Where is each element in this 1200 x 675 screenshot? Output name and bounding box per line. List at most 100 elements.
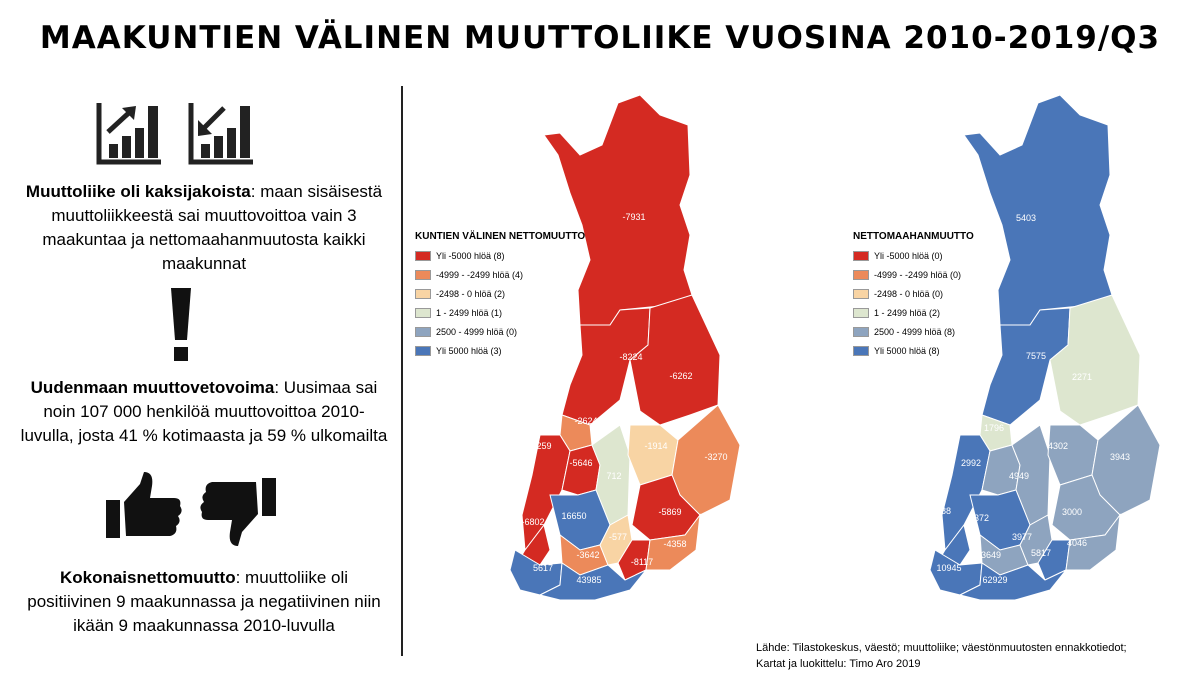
legend-label: 1 - 2499 hlöä (2) — [874, 307, 941, 318]
map-label: 4302 — [1047, 441, 1069, 451]
map-label: 10945 — [936, 563, 962, 573]
region-lappi — [963, 95, 1113, 326]
map-label: 2992 — [960, 458, 982, 468]
map-label: 4046 — [1066, 538, 1088, 548]
map-label: 1796 — [983, 423, 1005, 433]
map-label: -2624 — [574, 416, 598, 426]
legend-item: 2500 - 4999 hlöä (0) — [415, 322, 585, 341]
paragraph-uusimaa: Uudenmaan muuttovetovoima: Uusimaa sai n… — [18, 376, 390, 448]
legend-domestic: KUNTIEN VÄLINEN NETTOMUUTTO Yli -5000 hl… — [415, 232, 585, 360]
legend-label: Yli -5000 hlöä (0) — [874, 250, 943, 261]
legend-swatch — [853, 307, 869, 318]
map-domestic-net-migration — [509, 95, 741, 601]
legend-swatch — [853, 345, 869, 356]
legend-label: Yli -5000 hlöä (8) — [436, 250, 505, 261]
legend-swatch — [415, 288, 431, 299]
region-uusimaa — [958, 562, 1067, 601]
map-label: -6262 — [669, 371, 693, 381]
paragraph-bold-3: Kokonaisnettomuutto — [59, 568, 236, 587]
legend-swatch — [853, 250, 869, 261]
legend-swatch — [853, 326, 869, 337]
region-kainuu — [1049, 294, 1141, 426]
legend-item: 2500 - 4999 hlöä (8) — [853, 322, 974, 341]
map-label: -3642 — [576, 550, 600, 560]
exclamation-icon — [171, 288, 191, 361]
legend-title-immigration: NETTOMAAHANMUUTTO — [853, 231, 974, 242]
chart-icons — [96, 100, 266, 166]
map-label: 3000 — [1061, 507, 1083, 517]
legend-label: -2498 - 0 hlöä (2) — [436, 288, 506, 299]
map-label: -7259 — [528, 441, 552, 451]
map-label: 5088 — [930, 506, 952, 516]
legend-item: Yli -5000 hlöä (0) — [853, 246, 974, 265]
map-label: -3270 — [704, 452, 728, 462]
map-label: -4358 — [663, 539, 687, 549]
legend-swatch — [853, 269, 869, 280]
legend-swatch — [415, 250, 431, 261]
legend-item: -2498 - 0 hlöä (2) — [415, 284, 585, 303]
legend-label: -2498 - 0 hlöä (0) — [874, 288, 944, 299]
paragraph-total-migration: Kokonaisnettomuutto: muuttoliike oli pos… — [18, 566, 390, 638]
legend-label: 1 - 2499 hlöä (1) — [436, 307, 503, 318]
legend-label: -4999 - -2499 hlöä (0) — [874, 269, 962, 280]
region-pohjois-pohjanmaa — [981, 307, 1071, 426]
map-label: 712 — [606, 471, 622, 481]
legend-item: -4999 - -2499 hlöä (0) — [853, 265, 974, 284]
map-label: 3977 — [1011, 532, 1033, 542]
map-label: 7920 — [931, 441, 953, 451]
map-label: 43985 — [576, 575, 602, 585]
legend-swatch — [415, 307, 431, 318]
region-kainuu — [629, 294, 721, 426]
legend-title-domestic: KUNTIEN VÄLINEN NETTOMUUTTO — [415, 231, 586, 242]
legend-label: Yli 5000 hlöä (8) — [874, 345, 940, 356]
map-label: -6802 — [521, 517, 545, 527]
legend-label: 2500 - 4999 hlöä (0) — [436, 326, 518, 337]
legend-item: -2498 - 0 hlöä (0) — [853, 284, 974, 303]
legend-swatch — [415, 345, 431, 356]
map-label: -7931 — [622, 212, 646, 222]
map-label: 2271 — [1071, 372, 1093, 382]
vertical-divider — [401, 86, 403, 656]
legend-swatch — [853, 288, 869, 299]
map-label: 5817 — [1030, 548, 1052, 558]
chart-down-icon — [188, 103, 253, 165]
legend-label: 2500 - 4999 hlöä (8) — [874, 326, 956, 337]
map-label: -8224 — [619, 352, 643, 362]
map-label: 9372 — [968, 513, 990, 523]
legend-swatch — [415, 269, 431, 280]
legend-item: 1 - 2499 hlöä (2) — [853, 303, 974, 322]
source-note: Lähde: Tilastokeskus, väestö; muuttoliik… — [756, 640, 1127, 672]
map-label: -8117 — [630, 557, 654, 567]
legend-item: 1 - 2499 hlöä (1) — [415, 303, 585, 322]
paragraph-text-2: : Uusimaa sai noin 107 000 henkilöä muut… — [20, 378, 388, 445]
legend-swatch — [415, 326, 431, 337]
legend-immigration: NETTOMAAHANMUUTTO Yli -5000 hlöä (0) -49… — [853, 232, 974, 360]
thumbs-icons — [104, 472, 279, 548]
source-line-1: Lähde: Tilastokeskus, väestö; muuttoliik… — [756, 642, 1127, 654]
chart-up-icon — [96, 103, 161, 165]
thumbs-up-icon — [106, 472, 182, 538]
map-label: -577 — [608, 532, 628, 542]
legend-item: Yli -5000 hlöä (8) — [415, 246, 585, 265]
legend-item: -4999 - -2499 hlöä (4) — [415, 265, 585, 284]
map-label: -5869 — [658, 507, 682, 517]
map-label: 5403 — [1015, 213, 1037, 223]
region-pohjois-pohjanmaa — [561, 307, 651, 426]
source-line-2: Kartat ja luokittelu: Timo Aro 2019 — [756, 658, 921, 670]
map-label: -5646 — [569, 458, 593, 468]
map-label: 62929 — [982, 575, 1008, 585]
paragraph-bold-2: Uudenmaan muuttovetovoima — [30, 378, 275, 397]
legend-label: Yli 5000 hlöä (3) — [436, 345, 502, 356]
paragraph-text-3: : muuttoliike oli positiivinen 9 maakunn… — [27, 568, 381, 635]
region-uusimaa — [538, 562, 647, 601]
map-net-immigration — [929, 95, 1161, 601]
paragraph-bold-1: Muuttoliike oli kaksijakoista — [25, 182, 251, 201]
paragraph-split-migration: Muuttoliike oli kaksijakoista: maan sisä… — [18, 180, 390, 276]
legend-label: -4999 - -2499 hlöä (4) — [436, 269, 524, 280]
map-label: 7575 — [1025, 351, 1047, 361]
legend-item: Yli 5000 hlöä (8) — [853, 341, 974, 360]
map-label: 3649 — [980, 550, 1002, 560]
paragraph-text-1: : maan sisäisestä muuttoliikkeestä sai m… — [42, 182, 383, 273]
map-label: 4949 — [1008, 471, 1030, 481]
thumbs-down-icon — [200, 478, 276, 546]
